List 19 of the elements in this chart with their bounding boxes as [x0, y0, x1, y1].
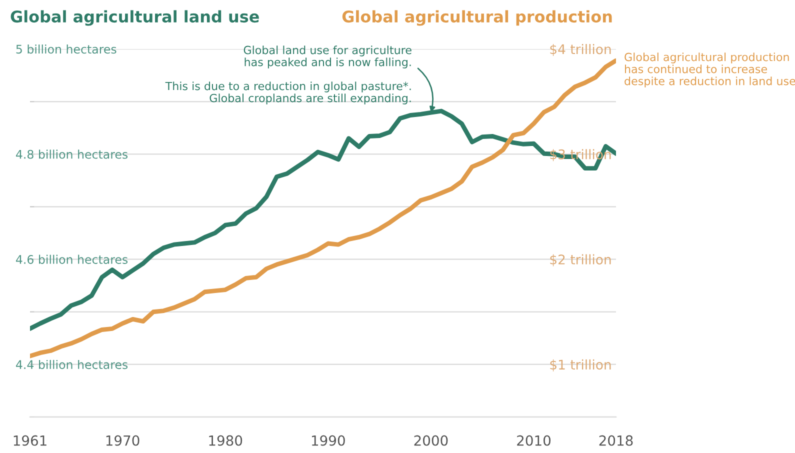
y2-tick-label: $1 trillion — [550, 359, 611, 372]
y-tick-label: 4.8 billion hectares — [16, 150, 128, 159]
y2-axis-title: Global agricultural production — [342, 10, 612, 26]
x-tick-label: 1961 — [14, 435, 46, 446]
x-tick-label: 2000 — [414, 435, 448, 446]
x-tick-label: 2018 — [599, 435, 633, 446]
y-tick-label: 4.4 billion hectares — [16, 360, 128, 370]
x-tick-label: 1990 — [312, 435, 345, 446]
annotation: Global land use for agriculture has peaked and is now falling. — [244, 46, 412, 68]
annotation: This is due to a reduction in global pasture*. Global croplands are still expanding. — [165, 82, 411, 104]
x-tick-label: 1970 — [106, 435, 140, 446]
y2-tick-label: $2 trillion — [550, 254, 611, 266]
y2-tick-label: $4 trillion — [550, 44, 611, 56]
text: Global agricultural production has continued to increase despite a reduction in land use — [624, 52, 795, 88]
x-tick-label: 2010 — [517, 435, 551, 446]
y-axis-title: Global agricultural land use — [10, 10, 259, 26]
y-tick-label: 5 billion hectares — [16, 44, 116, 54]
x-tick-label: 1980 — [209, 435, 242, 446]
y-tick-label: 4.6 billion hectares — [16, 254, 128, 264]
